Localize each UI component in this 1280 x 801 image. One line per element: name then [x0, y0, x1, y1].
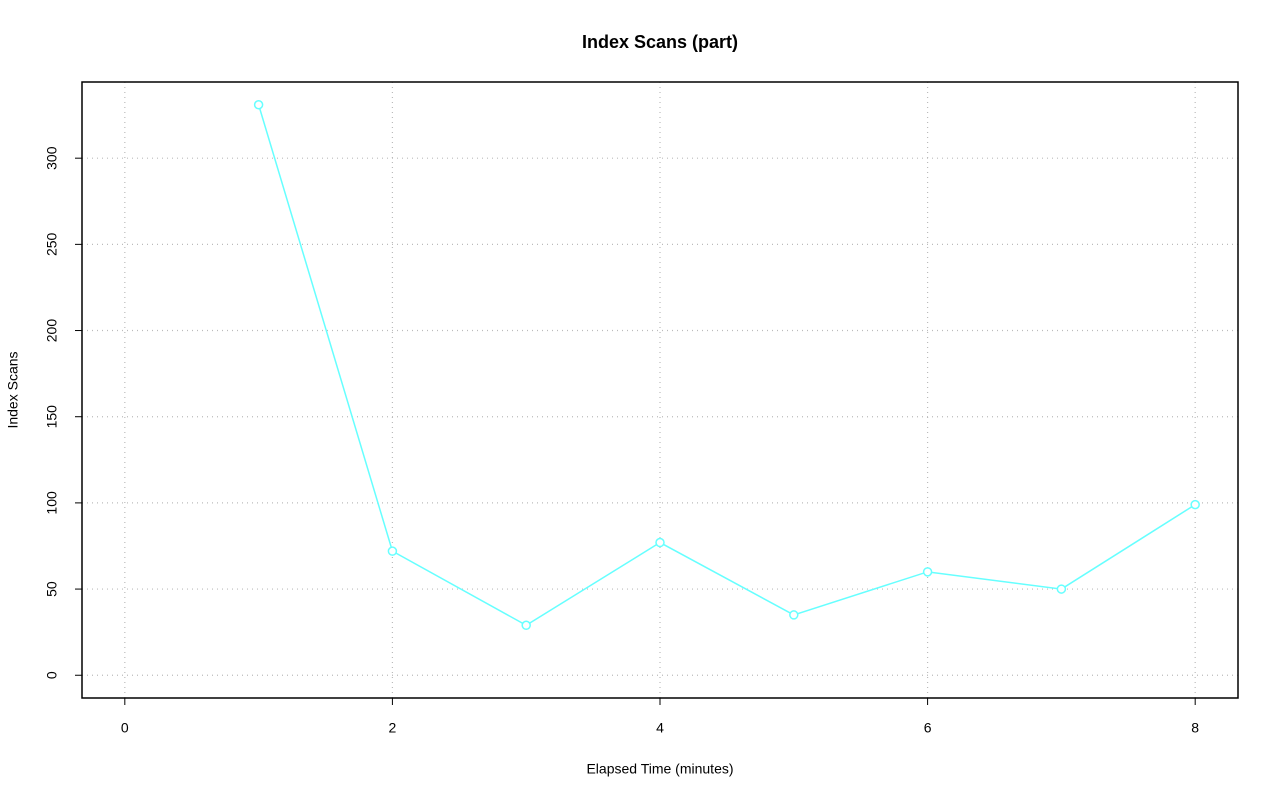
x-axis-label: Elapsed Time (minutes) — [586, 761, 733, 777]
data-point — [655, 537, 665, 548]
y-tick-label: 300 — [44, 146, 60, 170]
y-tick-label: 200 — [44, 319, 60, 343]
x-tick-label: 6 — [924, 720, 932, 736]
y-tick-label: 50 — [44, 581, 60, 597]
data-point — [253, 100, 264, 110]
data-point — [387, 546, 398, 556]
data-line — [257, 104, 1196, 627]
y-tick-label: 100 — [44, 491, 60, 515]
y-axis-label: Index Scans — [5, 351, 21, 428]
x-tick-label: 8 — [1191, 720, 1199, 736]
y-tick-label: 250 — [44, 232, 60, 256]
data-point — [521, 620, 531, 631]
data-point — [922, 567, 933, 577]
plot-frame — [81, 81, 1239, 699]
data-point — [789, 610, 799, 620]
y-tick-label: 0 — [44, 671, 60, 679]
x-tick-label: 4 — [656, 720, 664, 736]
data-point — [1056, 584, 1067, 594]
x-tick-label: 2 — [389, 720, 397, 736]
y-tick-label: 150 — [44, 405, 60, 429]
x-tick-label: 0 — [121, 720, 129, 736]
data-point — [1190, 499, 1200, 510]
chart-title: Index Scans (part) — [582, 32, 738, 52]
